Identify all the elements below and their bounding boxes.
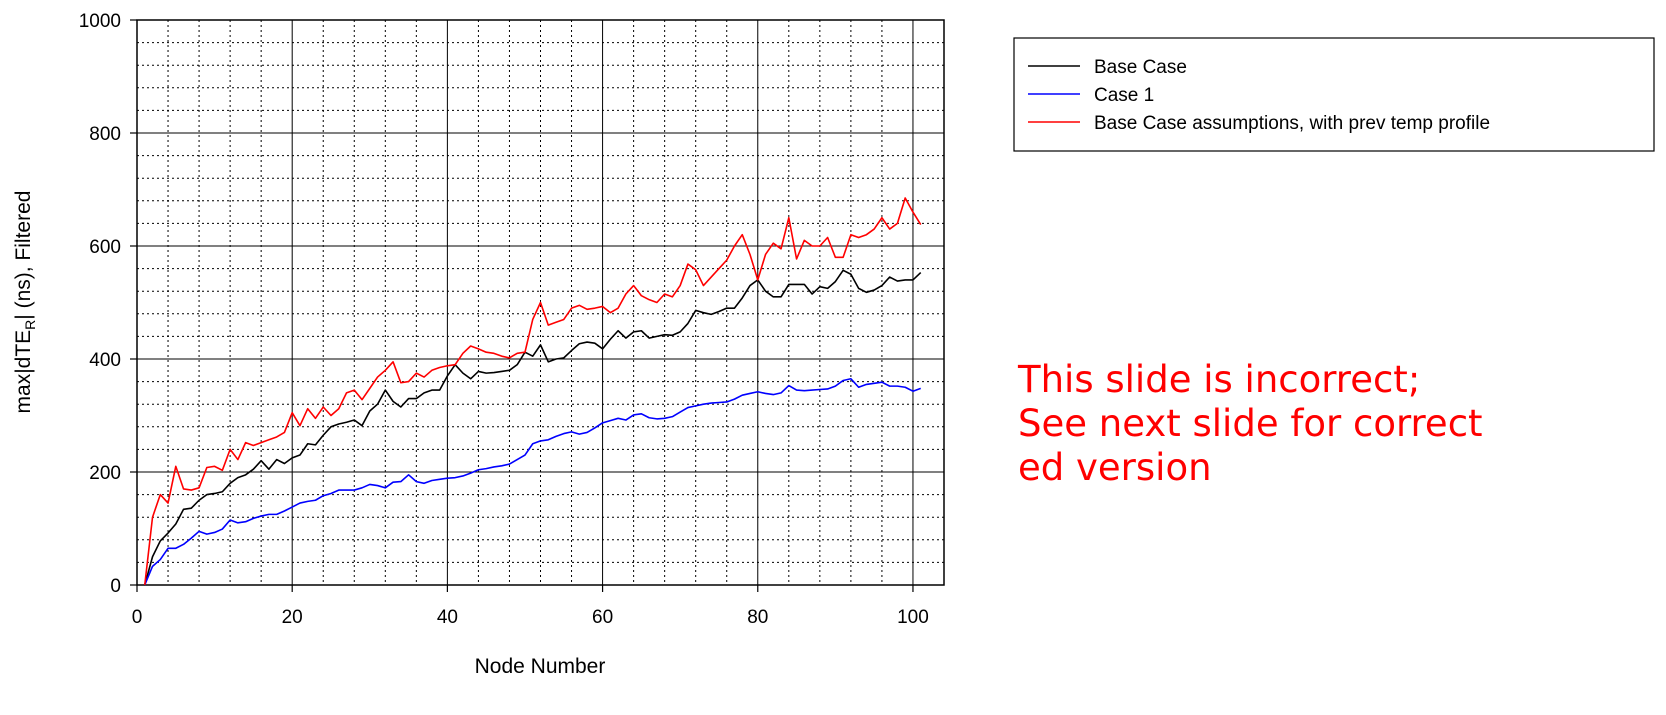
x-tick-label: 40 <box>437 607 458 628</box>
x-tick-label: 60 <box>592 607 613 628</box>
legend-label-3: Base Case assumptions, with prev temp pr… <box>1094 113 1490 134</box>
x-tick-label: 0 <box>132 607 143 628</box>
x-tick-label: 80 <box>747 607 768 628</box>
plot-area-frame <box>136 19 945 586</box>
legend-label-1: Base Case <box>1094 57 1187 78</box>
y-tick-label: 1000 <box>79 11 121 32</box>
y-tick-label: 800 <box>89 124 121 145</box>
x-tick-label: 20 <box>282 607 303 628</box>
y-axis-label-rest: | (ns), Filtered <box>12 191 35 320</box>
x-axis-label: Node Number <box>475 655 606 678</box>
y-tick-label: 200 <box>89 463 121 484</box>
minor-gridlines <box>137 20 944 585</box>
correction-note-line-1: This slide is incorrect; <box>1018 358 1421 401</box>
y-tick-label: 600 <box>89 237 121 258</box>
x-tick-label: 100 <box>897 607 929 628</box>
y-tick-label: 400 <box>89 350 121 371</box>
legend-box <box>1013 37 1655 152</box>
series-lines <box>143 197 922 586</box>
series-line-1 <box>143 269 922 586</box>
correction-note-line-2: See next slide for correct <box>1018 402 1483 445</box>
y-axis-label-main: max|dTE <box>12 330 35 414</box>
correction-note-line-3: ed version <box>1018 446 1212 489</box>
major-gridlines <box>137 20 944 585</box>
legend: Base Case Case 1 Base Case assumptions, wi… <box>1013 37 1655 152</box>
series-line-2 <box>144 377 921 586</box>
y-tick-label: 0 <box>110 576 121 597</box>
y-axis-label: max|dTER| (ns), Filtered <box>12 191 38 414</box>
series-line-3 <box>143 197 922 586</box>
legend-label-2: Case 1 <box>1094 85 1154 106</box>
y-axis-label-subscript: R <box>22 320 38 330</box>
